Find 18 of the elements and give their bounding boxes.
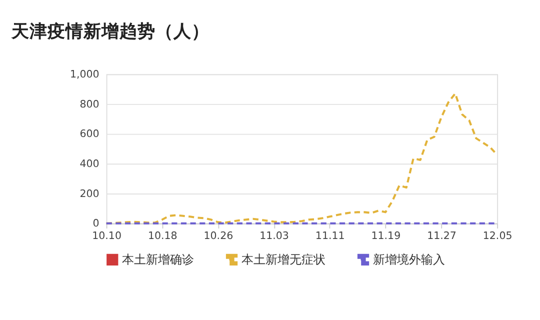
y-tick-label: 400 [80, 158, 100, 170]
x-tick-label: 12.05 [482, 230, 512, 242]
y-tick-label: 200 [80, 188, 100, 200]
x-tick-label: 11.27 [427, 230, 456, 242]
x-tick-label: 10.18 [148, 230, 178, 242]
legend-label: 本土新增无症状 [242, 252, 326, 266]
y-tick-label: 0 [92, 218, 100, 230]
y-tick-label: 600 [80, 128, 100, 140]
x-tick-label: 11.03 [260, 230, 289, 242]
legend-label: 本土新增确诊 [122, 252, 194, 266]
x-tick-label: 11.19 [371, 230, 401, 242]
x-tick-label: 10.10 [92, 230, 122, 242]
y-tick-label: 800 [80, 98, 100, 110]
x-tick-label: 10.26 [204, 230, 234, 242]
y-tick-label: 1,000 [70, 68, 100, 80]
chart-title: 天津疫情新增趋势（人） [10, 20, 210, 42]
legend-label: 新增境外输入 [373, 252, 446, 266]
x-tick-label: 11.11 [315, 230, 345, 242]
